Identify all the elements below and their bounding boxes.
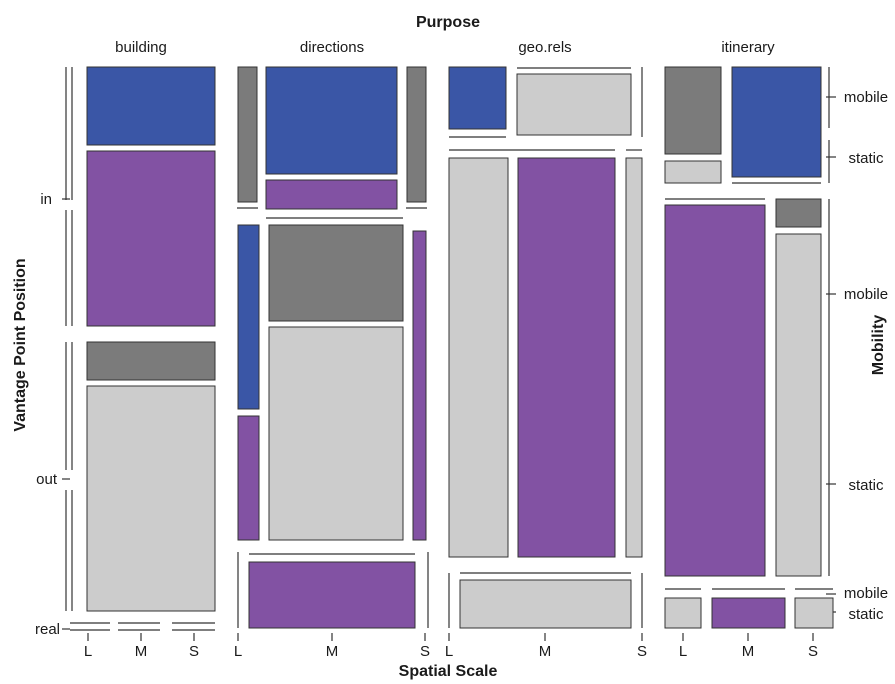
scale-label-georels-S: S: [637, 643, 647, 660]
scale-label-georels-M: M: [539, 643, 552, 660]
tile-directions-S-in-mobile: [406, 66, 427, 203]
mobility-label-static-2: static: [848, 477, 884, 494]
vantage-label-real: real: [35, 621, 60, 638]
scale-label-directions-M: M: [326, 643, 339, 660]
tile-georels-L-out-static: [448, 157, 509, 558]
tile-directions-M-in-mobile: [265, 66, 398, 175]
empty-cell-lines: [65, 67, 833, 631]
scale-label-itinerary-M: M: [742, 643, 755, 660]
purpose-label-georels: geo.rels: [518, 39, 571, 56]
tile-georels-L-in-mobile: [448, 66, 507, 130]
tile-building-L-in-mobile: [86, 66, 216, 146]
vantage-label-out: out: [36, 471, 58, 488]
tile-georels-M-in-static: [516, 73, 632, 136]
tile-directions-M-in-static: [265, 179, 398, 210]
scale-label-directions-S: S: [420, 643, 430, 660]
scale-label-building-L: L: [84, 643, 92, 660]
tile-georels-M-out-static: [517, 157, 616, 558]
scale-label-directions-L: L: [234, 643, 242, 660]
tile-directions-L-out-mobile: [237, 224, 260, 410]
y-axis-title: Vantage Point Position: [12, 258, 29, 431]
vantage-label-in: in: [40, 191, 52, 208]
scale-label-itinerary-S: S: [808, 643, 818, 660]
tile-directions-L-in-mobile: [237, 66, 258, 203]
tile-directions-M-real-static: [248, 561, 416, 629]
purpose-label-itinerary: itinerary: [721, 39, 775, 56]
tile-building-L-out-mobile: [86, 341, 216, 381]
tile-building-L-out-static: [86, 385, 216, 612]
purpose-label-building: building: [115, 39, 167, 56]
tile-itinerary-L-out-static: [664, 204, 766, 577]
chart-title: Purpose: [416, 14, 480, 31]
mobility-label-mobile-1: mobile: [844, 89, 888, 106]
scale-label-building-M: M: [135, 643, 148, 660]
tile-itinerary-L-real-static: [664, 597, 702, 629]
tile-georels-S-out-static: [625, 157, 643, 558]
tile-itinerary-L-in-mobile: [664, 66, 722, 155]
mobility-label-static-3: static: [848, 606, 884, 623]
x-axis-title: Spatial Scale: [399, 663, 498, 680]
tile-georels-M-real-static: [459, 579, 632, 629]
right-axis-title: Mobility: [870, 315, 887, 376]
tile-itinerary-S-out-static: [775, 233, 822, 577]
tile-directions-S-out-static: [412, 230, 427, 541]
mosaic-tiles: [86, 66, 834, 629]
tile-itinerary-M-in-mobile: [731, 66, 822, 178]
axis-ticks: [62, 96, 836, 641]
scale-label-georels-L: L: [445, 643, 453, 660]
tile-itinerary-S-out-mobile: [775, 198, 822, 228]
purpose-label-directions: directions: [300, 39, 364, 56]
tile-itinerary-L-in-static: [664, 160, 722, 184]
mobility-label-static-1: static: [848, 150, 884, 167]
mobility-label-mobile-3: mobile: [844, 585, 888, 602]
tile-directions-M-out-mobile: [268, 224, 404, 322]
tile-itinerary-S-real-static: [794, 597, 834, 629]
tile-directions-L-out-static: [237, 415, 260, 541]
tile-building-L-in-static: [86, 150, 216, 327]
scale-label-itinerary-L: L: [679, 643, 687, 660]
scale-label-building-S: S: [189, 643, 199, 660]
mobility-label-mobile-2: mobile: [844, 286, 888, 303]
tile-itinerary-M-real-static: [711, 597, 786, 629]
tile-directions-M-out-static: [268, 326, 404, 541]
